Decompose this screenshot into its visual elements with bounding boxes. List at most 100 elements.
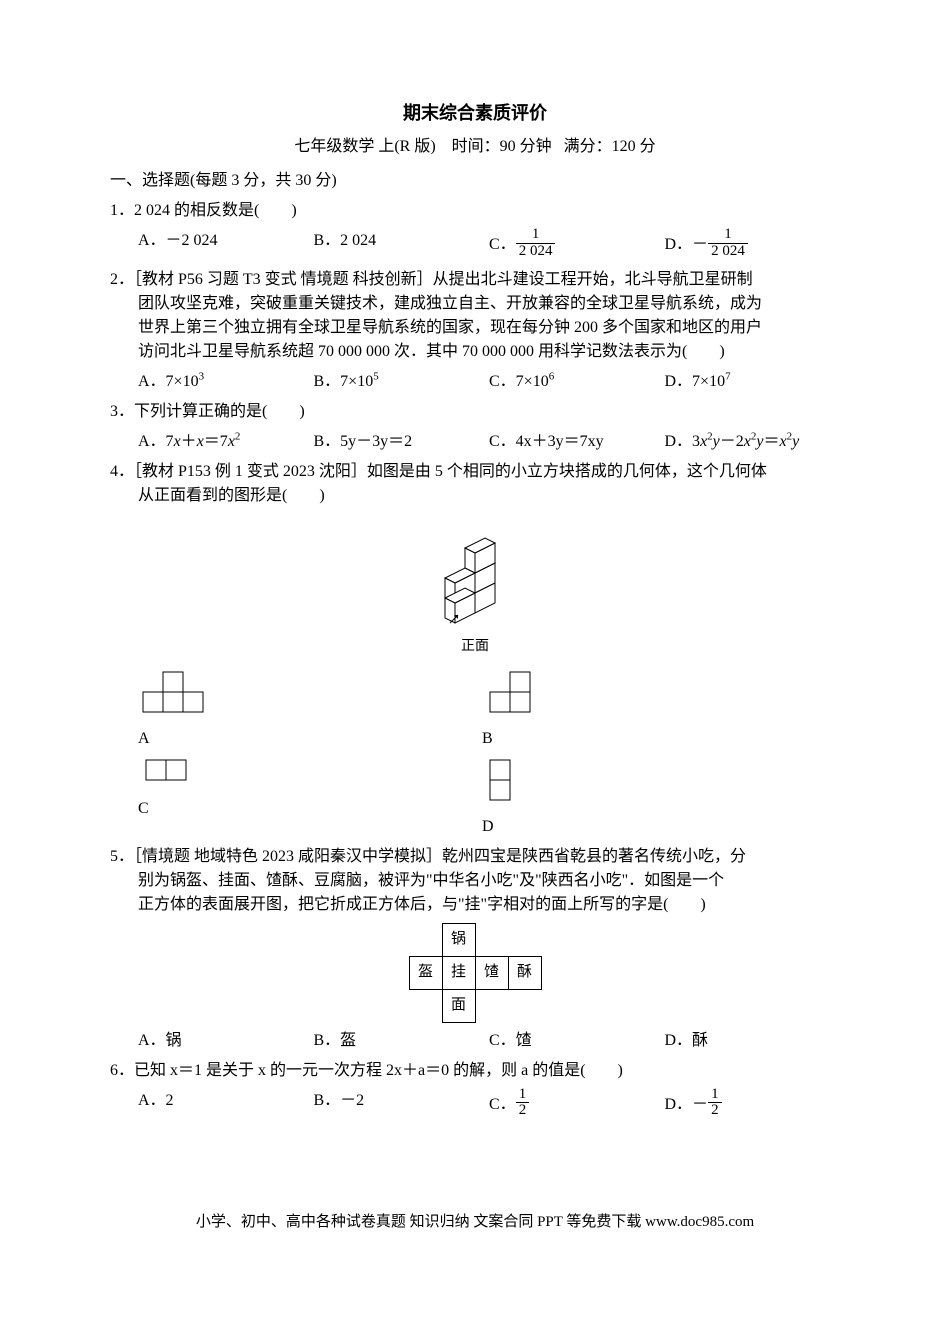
q6-stem: 6．已知 x＝1 是关于 x 的一元一次方程 2x＋a＝0 的解，则 a 的值是… bbox=[110, 1062, 623, 1079]
q1-d-prefix: D．－ bbox=[665, 236, 709, 253]
net-cell-1-3: 酥 bbox=[508, 956, 541, 989]
subtitle-score: 满分：120 分 bbox=[564, 138, 656, 155]
q6-c-den: 2 bbox=[516, 1103, 530, 1119]
q5-l1: 5．［情境题 地域特色 2023 咸阳秦汉中学模拟］乾州四宝是陕西省乾县的著名传… bbox=[110, 845, 840, 869]
question-6: 6．已知 x＝1 是关于 x 的一元一次方程 2x＋a＝0 的解，则 a 的值是… bbox=[110, 1059, 840, 1083]
q1-c-den: 2 024 bbox=[516, 244, 556, 260]
page-title: 期末综合素质评价 bbox=[110, 100, 840, 127]
q5-opt-d: D．酥 bbox=[665, 1029, 841, 1053]
q4-label-d: D bbox=[482, 815, 826, 839]
q6-opt-a: A．2 bbox=[138, 1089, 314, 1122]
q3-a-3: ＝7 bbox=[204, 433, 228, 450]
q4-3d-figure: 正面 bbox=[110, 518, 840, 657]
q3-options: A．7x＋x＝7x2 B．5y－3y＝2 C．4x＋3y＝7xy D．3x2y－… bbox=[138, 430, 840, 454]
net-cell-0-1: 锅 bbox=[442, 923, 475, 956]
q2-opt-a: A．7×103 bbox=[138, 370, 314, 394]
q1-options: A．－2 024 B．2 024 C．12 024 D．－12 024 bbox=[138, 229, 840, 262]
cube-net: 锅 盔 挂 馇 酥 面 bbox=[409, 923, 542, 1023]
q2-l3: 世界上第三个独立拥有全球卫星导航系统的国家，现在每分钟 200 多个国家和地区的… bbox=[110, 316, 840, 340]
q4-svg-b bbox=[482, 667, 537, 717]
q2-c-pre: C．7×10 bbox=[489, 373, 549, 390]
subtitle-time: 时间：90 分钟 bbox=[452, 138, 552, 155]
page-footer: 小学、初中、高中各种试卷真题 知识归纳 文案合同 PPT 等免费下载 www.d… bbox=[110, 1211, 840, 1234]
q1-c-num: 1 bbox=[516, 227, 556, 244]
q3-a-2: ＋ bbox=[181, 433, 197, 450]
q1-opt-b: B．2 024 bbox=[314, 229, 490, 262]
q2-opt-c: C．7×106 bbox=[489, 370, 665, 394]
q2-l1: 2．［教材 P56 习题 T3 变式 情境题 科技创新］从提出北斗建设工程开始，… bbox=[110, 268, 840, 292]
q2-b-sup: 5 bbox=[373, 370, 379, 382]
q2-opt-b: B．7×105 bbox=[314, 370, 490, 394]
q4-label-a: A bbox=[138, 727, 482, 751]
q3-opt-d: D．3x2y－2x2y＝x2y bbox=[665, 430, 841, 454]
q3-opt-c: C．4x＋3y＝7xy bbox=[489, 430, 665, 454]
page-subtitle: 七年级数学 上(R 版) 时间：90 分钟 满分：120 分 bbox=[110, 135, 840, 159]
q3-d-3: ＝ bbox=[764, 433, 780, 450]
q5-opt-b: B．盔 bbox=[314, 1029, 490, 1053]
q2-l4: 访问北斗卫星导航系统超 70 000 000 次．其中 70 000 000 用… bbox=[110, 340, 840, 364]
q2-b-pre: B．7×10 bbox=[314, 373, 374, 390]
q5-opt-c: C．馇 bbox=[489, 1029, 665, 1053]
q6-c-fraction: 12 bbox=[516, 1087, 530, 1120]
q5-l2: 别为锅盔、挂面、馇酥、豆腐脑，被评为"中华名小吃"及"陕西名小吃"．如图是一个 bbox=[110, 869, 840, 893]
net-cell-1-0: 盔 bbox=[409, 956, 442, 989]
q5-options: A．锅 B．盔 C．馇 D．酥 bbox=[138, 1029, 840, 1053]
q2-opt-d: D．7×107 bbox=[665, 370, 841, 394]
q6-c-num: 1 bbox=[516, 1087, 530, 1104]
cube-stack-svg bbox=[420, 518, 530, 628]
q4-fig-d: D bbox=[482, 755, 826, 839]
question-4: 4．［教材 P153 例 1 变式 2023 沈阳］如图是由 5 个相同的小立方… bbox=[110, 460, 840, 508]
q2-d-pre: D．7×10 bbox=[665, 373, 726, 390]
q1-stem: 1．2 024 的相反数是( ) bbox=[110, 202, 297, 219]
q6-opt-d: D．－12 bbox=[665, 1089, 841, 1122]
q2-a-pre: A．7×10 bbox=[138, 373, 199, 390]
q1-c-fraction: 12 024 bbox=[516, 227, 556, 260]
q4-label-c: C bbox=[138, 797, 482, 821]
net-cell-2-1: 面 bbox=[442, 989, 475, 1022]
q3-d-2: －2 bbox=[720, 433, 744, 450]
q3-opt-b: B．5y－3y＝2 bbox=[314, 430, 490, 454]
question-5: 5．［情境题 地域特色 2023 咸阳秦汉中学模拟］乾州四宝是陕西省乾县的著名传… bbox=[110, 845, 840, 917]
q6-d-den: 2 bbox=[708, 1103, 722, 1119]
front-label: 正面 bbox=[110, 636, 840, 657]
question-3: 3．下列计算正确的是( ) bbox=[110, 400, 840, 424]
q3-a-1: A．7 bbox=[138, 433, 174, 450]
q4-svg-a bbox=[138, 667, 208, 717]
q6-d-fraction: 12 bbox=[708, 1087, 722, 1120]
q3-stem: 3．下列计算正确的是( ) bbox=[110, 403, 305, 420]
q4-l1: 4．［教材 P153 例 1 变式 2023 沈阳］如图是由 5 个相同的小立方… bbox=[110, 460, 840, 484]
question-2: 2．［教材 P56 习题 T3 变式 情境题 科技创新］从提出北斗建设工程开始，… bbox=[110, 268, 840, 364]
q3-opt-a: A．7x＋x＝7x2 bbox=[138, 430, 314, 454]
q6-options: A．2 B．－2 C．12 D．－12 bbox=[138, 1089, 840, 1122]
q4-svg-c bbox=[138, 755, 193, 787]
q4-fig-b: B bbox=[482, 667, 826, 751]
q1-d-fraction: 12 024 bbox=[708, 227, 748, 260]
q6-opt-c: C．12 bbox=[489, 1089, 665, 1122]
q1-d-den: 2 024 bbox=[708, 244, 748, 260]
q4-svg-d bbox=[482, 755, 517, 805]
q2-c-sup: 6 bbox=[549, 370, 555, 382]
q4-l2: 从正面看到的图形是( ) bbox=[110, 484, 840, 508]
q6-d-num: 1 bbox=[708, 1087, 722, 1104]
q1-opt-a: A．－2 024 bbox=[138, 229, 314, 262]
q2-d-sup: 7 bbox=[725, 370, 731, 382]
net-cell-1-1: 挂 bbox=[442, 956, 475, 989]
subtitle-left: 七年级数学 上(R 版) bbox=[294, 138, 435, 155]
question-1: 1．2 024 的相反数是( ) bbox=[110, 199, 840, 223]
q2-a-sup: 3 bbox=[199, 370, 205, 382]
q5-net-figure: 锅 盔 挂 馇 酥 面 bbox=[110, 923, 840, 1023]
q5-opt-a: A．锅 bbox=[138, 1029, 314, 1053]
q4-row-cd: C D bbox=[138, 755, 840, 839]
q4-label-b: B bbox=[482, 727, 826, 751]
q1-opt-c: C．12 024 bbox=[489, 229, 665, 262]
q6-opt-b: B．－2 bbox=[314, 1089, 490, 1122]
q2-options: A．7×103 B．7×105 C．7×106 D．7×107 bbox=[138, 370, 840, 394]
q5-l3: 正方体的表面展开图，把它折成正方体后，与"挂"字相对的面上所写的字是( ) bbox=[110, 893, 840, 917]
page: 期末综合素质评价 七年级数学 上(R 版) 时间：90 分钟 满分：120 分 … bbox=[0, 0, 950, 1274]
q6-c-prefix: C． bbox=[489, 1095, 516, 1112]
q1-c-prefix: C． bbox=[489, 236, 516, 253]
q4-fig-c: C bbox=[138, 755, 482, 839]
q3-d-1: D．3 bbox=[665, 433, 701, 450]
q1-opt-d: D．－12 024 bbox=[665, 229, 841, 262]
q2-l2: 团队攻坚克难，突破重重关键技术，建成独立自主、开放兼容的全球卫星导航系统，成为 bbox=[110, 292, 840, 316]
